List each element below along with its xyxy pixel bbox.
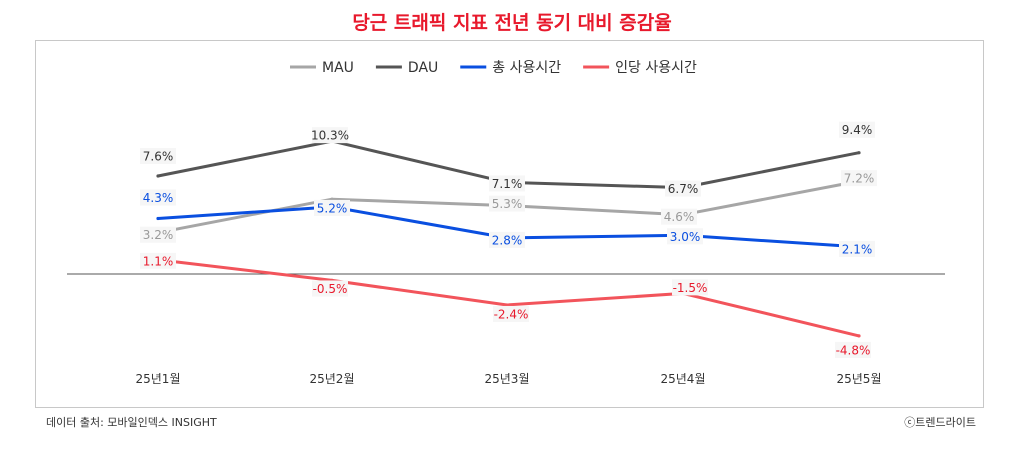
legend-entry: 인당 사용시간 <box>615 60 697 76</box>
data-label: 5.3% <box>492 197 523 211</box>
x-tick-label: 25년2월 <box>310 372 355 386</box>
data-label: 4.6% <box>664 210 695 224</box>
x-tick-label: 25년5월 <box>837 372 882 386</box>
chart-frame <box>35 40 984 408</box>
legend-entry: DAU <box>408 60 438 76</box>
data-label-box <box>314 199 350 216</box>
data-label-box <box>312 280 348 297</box>
data-label: 3.0% <box>670 230 701 244</box>
data-label-box <box>140 189 176 206</box>
data-label-box <box>835 341 871 358</box>
data-label: 3.2% <box>143 228 174 242</box>
chart-title: 당근 트래픽 지표 전년 동기 대비 증감율 <box>352 12 672 34</box>
data-label-box <box>140 147 176 164</box>
data-label: 5.2% <box>317 201 348 215</box>
data-label-box <box>839 240 875 257</box>
x-tick-label: 25년3월 <box>485 372 530 386</box>
data-label: 7.2% <box>844 172 875 186</box>
x-tick-label: 25년4월 <box>661 372 706 386</box>
series-line <box>157 258 860 338</box>
data-point <box>857 334 861 338</box>
data-point <box>857 151 861 155</box>
data-label-box <box>661 208 697 225</box>
data-label-box <box>489 231 525 248</box>
data-label: -0.5% <box>313 282 348 296</box>
data-point <box>156 174 160 178</box>
x-tick-label: 25년1월 <box>136 372 181 386</box>
data-label: 9.4% <box>842 123 873 137</box>
data-label: 2.1% <box>842 242 873 256</box>
data-point <box>505 303 509 307</box>
legend-entry: 총 사용시간 <box>492 60 561 76</box>
data-label: -4.8% <box>836 343 871 357</box>
copyright-note: ⓒ트렌드라이트 <box>904 416 976 429</box>
data-source-note: 데이터 출처: 모바일인덱스 INSIGHT <box>46 416 217 429</box>
data-label: 6.7% <box>668 182 699 196</box>
data-label-box <box>493 305 529 322</box>
data-point <box>156 216 160 221</box>
data-label: 7.6% <box>143 149 174 163</box>
data-label: 4.3% <box>143 191 174 205</box>
data-label-box <box>140 226 176 243</box>
data-label-box <box>140 252 176 269</box>
data-label: 1.1% <box>143 254 174 268</box>
data-label: 10.3% <box>311 129 349 143</box>
data-label-box <box>841 170 877 187</box>
data-label-box <box>839 121 875 138</box>
data-label: -2.4% <box>494 307 529 321</box>
data-label-box <box>667 228 703 245</box>
data-label: -1.5% <box>673 281 708 295</box>
data-label-box <box>672 279 708 296</box>
legend-entry: MAU <box>322 60 354 76</box>
data-label-box <box>665 180 701 197</box>
data-label: 7.1% <box>492 177 523 191</box>
data-label-box <box>489 175 525 192</box>
data-label-box <box>489 195 525 212</box>
data-label-box <box>312 127 348 144</box>
data-label: 2.8% <box>492 233 523 247</box>
